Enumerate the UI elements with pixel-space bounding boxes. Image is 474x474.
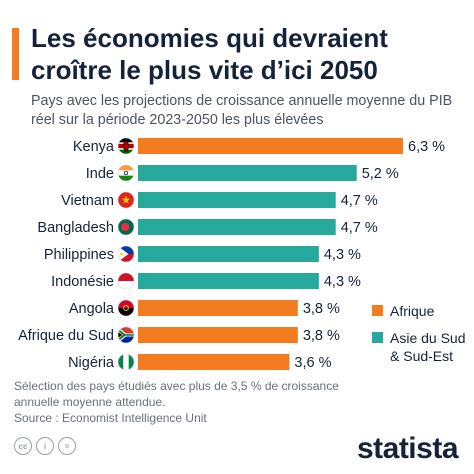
bangladesh-flag-outline bbox=[117, 218, 135, 236]
category-label-afrique-du-sud: Afrique du Sud bbox=[18, 328, 114, 344]
category-label-kenya: Kenya bbox=[73, 139, 115, 155]
indonesia-flag-outline bbox=[117, 272, 135, 290]
south-africa-flag bbox=[118, 327, 134, 343]
chart-legend: Afrique Asie du Sud & Sud-Est bbox=[372, 302, 474, 374]
value-label-nigeria: 3,6 % bbox=[294, 355, 331, 371]
angola-flag-outline bbox=[117, 299, 135, 317]
footnote-source: Source : Economist Intelligence Unit bbox=[14, 411, 207, 425]
equals-icon[interactable]: = bbox=[58, 437, 76, 455]
value-label-philippines: 4,3 % bbox=[324, 247, 361, 263]
angola-flag bbox=[118, 300, 134, 316]
category-label-inde: Inde bbox=[86, 166, 114, 182]
value-label-bangladesh: 4,7 % bbox=[341, 220, 378, 236]
category-label-angola: Angola bbox=[69, 301, 115, 317]
value-label-afrique-du-sud: 3,8 % bbox=[303, 328, 340, 344]
value-label-kenya: 6,3 % bbox=[408, 139, 445, 155]
vietnam-flag bbox=[118, 192, 134, 208]
category-label-nigeria: Nigéria bbox=[68, 355, 115, 371]
cc-icon[interactable]: cc bbox=[14, 437, 32, 455]
attribution-icon[interactable]: i bbox=[36, 437, 54, 455]
category-label-bangladesh: Bangladesh bbox=[37, 220, 114, 236]
bar-vietnam bbox=[138, 192, 336, 208]
philippines-flag bbox=[118, 246, 134, 262]
bar-indonesie bbox=[138, 273, 319, 289]
legend-label-asie: Asie du Sud & Sud-Est bbox=[390, 330, 466, 364]
philippines-flag-outline bbox=[117, 245, 135, 263]
bar-nigeria bbox=[138, 354, 290, 370]
south-africa-flag-outline bbox=[117, 326, 135, 344]
value-label-vietnam: 4,7 % bbox=[341, 193, 378, 209]
vietnam-flag-outline bbox=[117, 191, 135, 209]
chart-subtitle: Pays avec les projections de croissance … bbox=[31, 93, 453, 128]
statista-logo[interactable]: statista bbox=[356, 432, 459, 465]
value-label-angola: 3,8 % bbox=[303, 301, 340, 317]
bar-angola bbox=[138, 300, 298, 316]
legend-label-afrique: Afrique bbox=[390, 303, 435, 319]
bar-afrique-du-sud bbox=[138, 327, 298, 343]
nigeria-flag bbox=[118, 354, 134, 370]
legend-swatch-asie bbox=[372, 332, 383, 343]
bangladesh-flag bbox=[118, 219, 134, 235]
bar-philippines bbox=[138, 246, 319, 262]
legend-item-asie: Asie du Sud & Sud-Est bbox=[372, 329, 474, 365]
legend-item-afrique: Afrique bbox=[372, 302, 474, 320]
kenya-flag bbox=[118, 138, 134, 154]
title-accent-bar bbox=[12, 28, 19, 80]
india-flag bbox=[118, 165, 134, 181]
nigeria-flag-outline bbox=[117, 353, 135, 371]
license-icons: cc i = bbox=[14, 437, 76, 455]
chart-title: Les économies qui devraient croître le p… bbox=[31, 23, 388, 85]
category-label-indonesie: Indonésie bbox=[51, 274, 114, 290]
bar-inde bbox=[138, 165, 357, 181]
footnote: Sélection des pays étudiés avec plus de … bbox=[14, 378, 374, 426]
category-label-philippines: Philippines bbox=[44, 247, 114, 263]
legend-swatch-afrique bbox=[372, 305, 383, 316]
india-flag-outline bbox=[117, 164, 135, 182]
kenya-flag-outline bbox=[117, 137, 135, 155]
value-label-inde: 5,2 % bbox=[362, 166, 399, 182]
value-label-indonesie: 4,3 % bbox=[324, 274, 361, 290]
indonesia-flag bbox=[118, 273, 134, 289]
category-label-vietnam: Vietnam bbox=[61, 193, 114, 209]
bar-bangladesh bbox=[138, 219, 336, 235]
bar-kenya bbox=[138, 138, 403, 154]
footnote-selection: Sélection des pays étudiés avec plus de … bbox=[14, 379, 339, 409]
